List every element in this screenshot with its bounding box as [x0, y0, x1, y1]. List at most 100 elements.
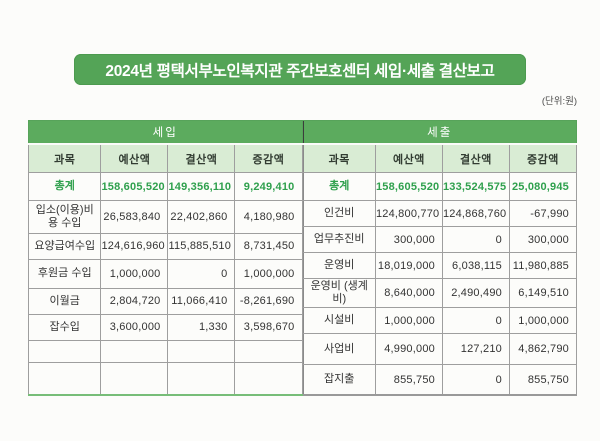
category-cell: 업무추진비 [302, 226, 376, 253]
table-row: 이월금 2,804,720 11,066,410 -8,261,690 [27, 287, 303, 315]
settlement-tables: 세입 과목 예산액 결산액 증감액 총계 158,605,520 149,356… [27, 120, 578, 396]
settlement-cell: 11,066,410 [167, 287, 236, 315]
revenue-table: 세입 과목 예산액 결산액 증감액 총계 158,605,520 149,356… [27, 120, 303, 396]
budget-cell: 124,616,960 [100, 233, 169, 260]
column-header-change: 증감액 [508, 143, 578, 173]
category-cell: 운영비 [302, 252, 376, 279]
category-cell: 사업비 [302, 333, 376, 366]
column-header-settlement: 결산액 [167, 143, 236, 173]
column-header-category: 과목 [27, 143, 102, 173]
table-row: 총계 158,605,520 133,524,575 25,080,945 [302, 172, 578, 201]
expenditure-table: 세출 과목 예산액 결산액 증감액 총계 158,605,520 133,524… [302, 120, 578, 396]
table-row: 잡수입 3,600,000 1,330 3,598,670 [27, 313, 303, 342]
column-header-settlement: 결산액 [441, 143, 510, 173]
category-cell: 총계 [27, 171, 102, 202]
category-cell: 잡지출 [302, 364, 376, 396]
change-cell: -67,990 [508, 200, 578, 227]
change-cell: 25,080,945 [508, 172, 578, 201]
budget-cell: 300,000 [374, 226, 443, 253]
category-cell: 후원금 수입 [27, 258, 102, 289]
change-cell: 3,598,670 [234, 313, 303, 342]
category-cell: 이월금 [27, 287, 102, 315]
category-cell: 인건비 [302, 200, 376, 227]
settlement-cell: 0 [441, 364, 510, 396]
settlement-cell: 0 [441, 226, 510, 253]
budget-cell: 1,000,000 [100, 258, 169, 289]
settlement-cell: 127,210 [441, 333, 510, 366]
report-title-bar: 2024년 평택서부노인복지관 주간보호센터 세입·세출 결산보고 [74, 54, 526, 85]
table-row: 잡지출 855,750 0 855,750 [302, 364, 578, 396]
table-row: 후원금 수입 1,000,000 0 1,000,000 [27, 258, 303, 289]
budget-cell [100, 362, 169, 396]
settlement-cell: 6,038,115 [441, 252, 510, 279]
settlement-cell: 22,402,860 [167, 200, 236, 235]
table-row-empty [27, 362, 303, 396]
expenditure-header-row: 과목 예산액 결산액 증감액 [302, 143, 578, 173]
change-cell: 4,862,790 [508, 333, 578, 366]
revenue-band-row: 세입 [28, 120, 303, 145]
budget-cell: 4,990,000 [374, 333, 443, 366]
table-row: 사업비 4,990,000 127,210 4,862,790 [302, 333, 578, 366]
table-row-empty [27, 339, 303, 364]
category-cell: 잡수입 [27, 313, 102, 342]
settlement-cell: 115,885,510 [167, 233, 236, 260]
change-cell: 855,750 [508, 364, 578, 396]
budget-cell: 8,640,000 [374, 277, 443, 309]
settlement-cell: 133,524,575 [441, 172, 510, 201]
column-header-budget: 예산액 [374, 143, 443, 173]
report-title: 2024년 평택서부노인복지관 주간보호센터 세입·세출 결산보고 [105, 62, 495, 80]
table-row: 입소(이용)비용 수입 26,583,840 22,402,860 4,180,… [27, 200, 303, 235]
budget-cell [100, 339, 169, 364]
table-row: 시설비 1,000,000 0 1,000,000 [302, 307, 578, 335]
settlement-cell [167, 362, 236, 396]
category-cell: 시설비 [302, 307, 376, 335]
expenditure-band-row: 세출 [302, 120, 577, 145]
category-cell: 운영비 (생계비) [302, 277, 376, 309]
budget-cell: 2,804,720 [100, 287, 169, 315]
column-header-budget: 예산액 [100, 143, 169, 173]
budget-cell: 18,019,000 [374, 252, 443, 279]
change-cell: 11,980,885 [508, 252, 578, 279]
table-row: 업무추진비 300,000 0 300,000 [302, 226, 578, 253]
budget-cell: 855,750 [374, 364, 443, 396]
settlement-cell: 1,330 [167, 313, 236, 342]
settlement-cell: 124,868,760 [441, 200, 510, 227]
column-header-category: 과목 [302, 143, 376, 173]
table-row: 인건비 124,800,770 124,868,760 -67,990 [302, 200, 578, 227]
budget-cell: 26,583,840 [100, 200, 169, 235]
settlement-cell [167, 339, 236, 364]
column-header-change: 증감액 [234, 143, 303, 173]
category-cell: 총계 [302, 172, 376, 201]
change-cell [234, 362, 303, 396]
settlement-cell: 0 [441, 307, 510, 335]
budget-cell: 3,600,000 [100, 313, 169, 342]
revenue-header-row: 과목 예산액 결산액 증감액 [27, 143, 303, 173]
settlement-cell: 0 [167, 258, 236, 289]
category-cell [27, 339, 102, 364]
change-cell: 300,000 [508, 226, 578, 253]
change-cell: 8,731,450 [234, 233, 303, 260]
change-cell: 1,000,000 [234, 258, 303, 289]
change-cell: 1,000,000 [508, 307, 578, 335]
settlement-cell: 149,356,110 [167, 171, 236, 202]
budget-cell: 158,605,520 [374, 172, 443, 201]
revenue-section-title: 세입 [28, 120, 303, 145]
budget-cell: 158,605,520 [100, 171, 169, 202]
expenditure-section-title: 세출 [302, 120, 577, 145]
change-cell [234, 339, 303, 364]
change-cell: 4,180,980 [234, 200, 303, 235]
change-cell: 9,249,410 [234, 171, 303, 202]
settlement-cell: 2,490,490 [441, 277, 510, 309]
table-row: 총계 158,605,520 149,356,110 9,249,410 [27, 171, 303, 202]
change-cell: 6,149,510 [508, 277, 578, 309]
change-cell: -8,261,690 [234, 287, 303, 315]
category-cell [27, 362, 102, 396]
budget-cell: 1,000,000 [374, 307, 443, 335]
unit-label: (단위:원) [541, 96, 577, 107]
category-cell: 요양급여수입 [27, 233, 102, 260]
budget-cell: 124,800,770 [374, 200, 443, 227]
table-row: 운영비 18,019,000 6,038,115 11,980,885 [302, 252, 578, 279]
category-cell: 입소(이용)비용 수입 [27, 200, 102, 235]
table-row: 요양급여수입 124,616,960 115,885,510 8,731,450 [27, 233, 303, 260]
